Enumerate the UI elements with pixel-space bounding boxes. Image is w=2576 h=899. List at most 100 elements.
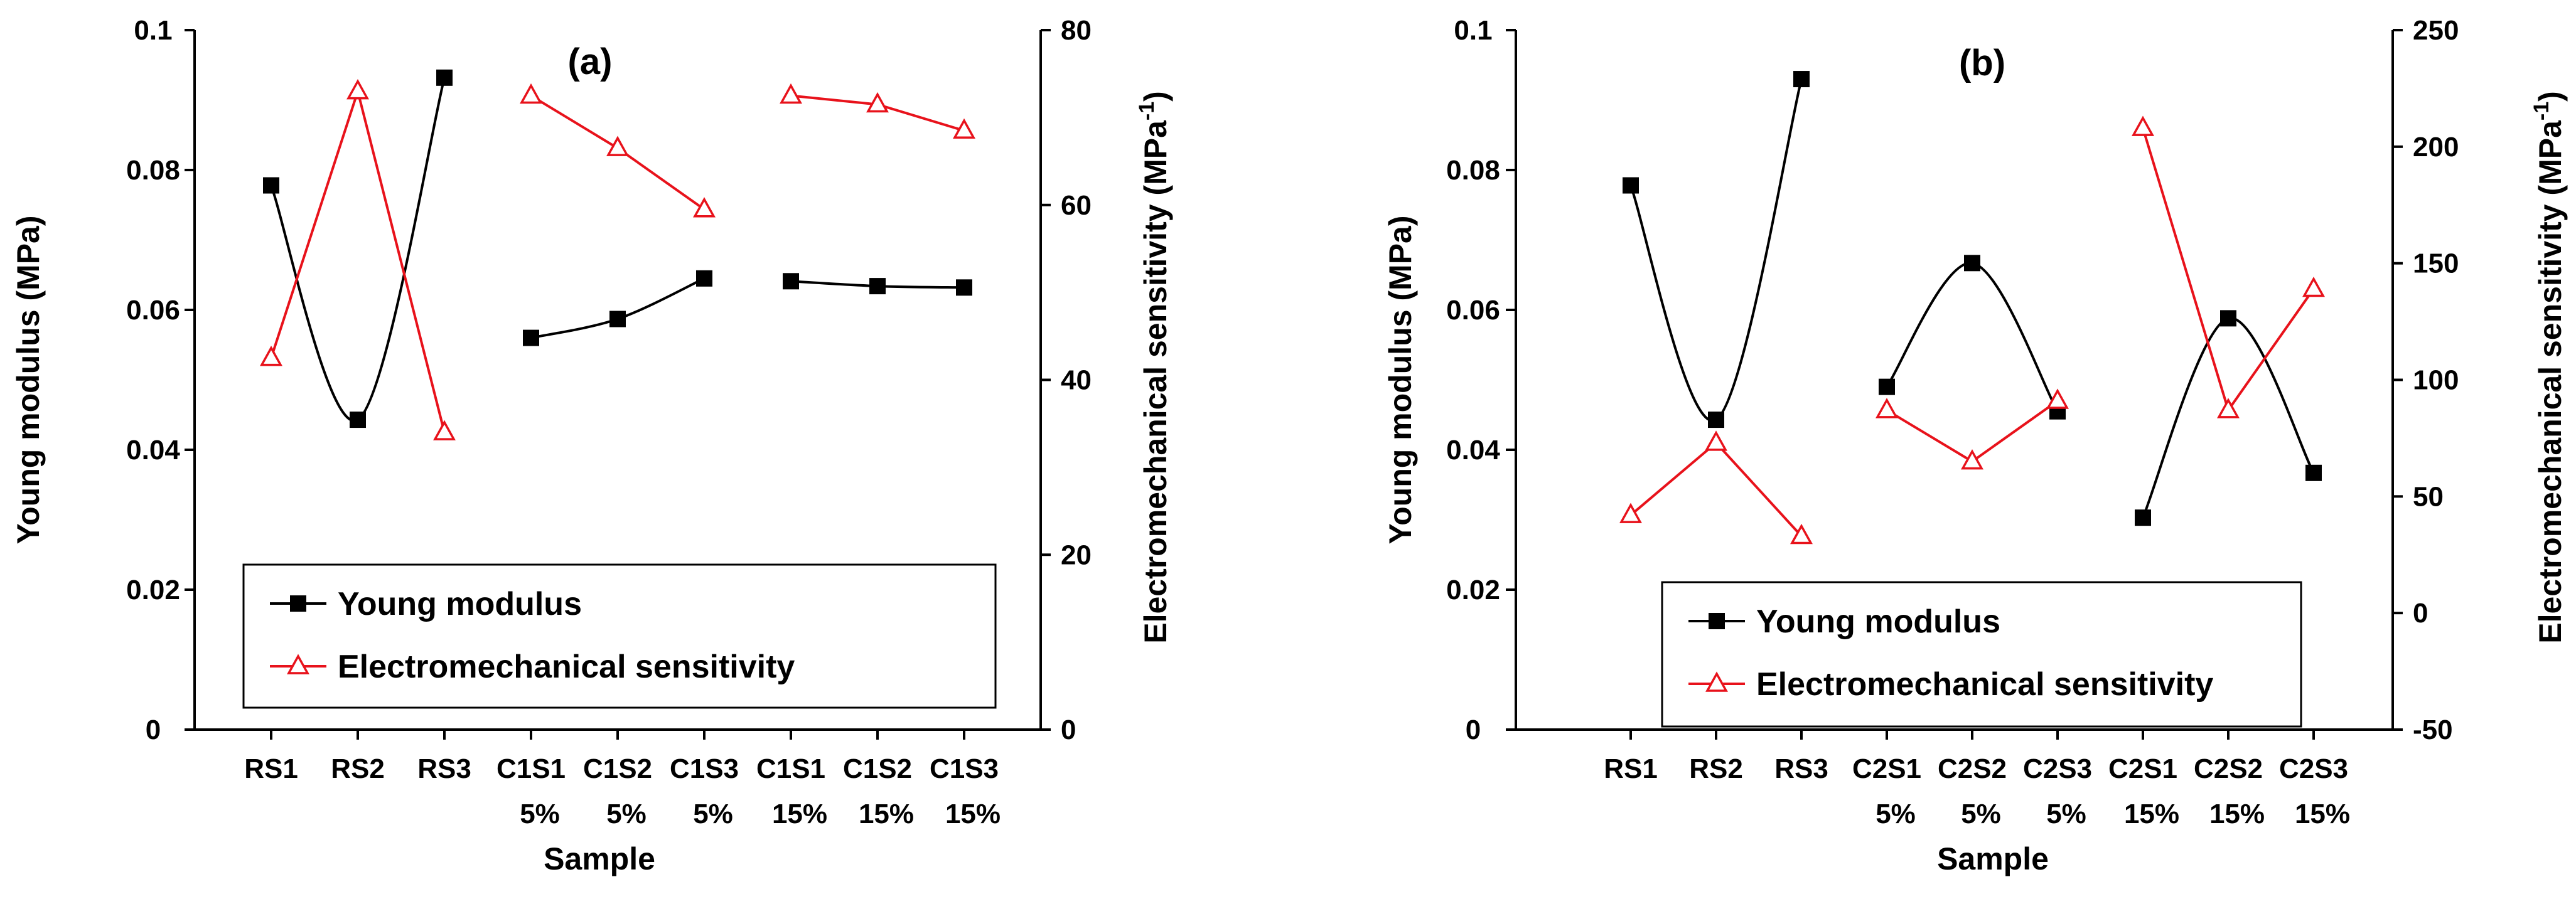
data-point-triangle xyxy=(346,78,369,100)
x-tick-sublabel: 5% xyxy=(520,799,560,829)
y-left-tick-label: 0.06 xyxy=(126,295,180,326)
data-point-square xyxy=(783,273,799,290)
data-point-square xyxy=(350,412,366,428)
data-point-triangle xyxy=(2132,115,2154,136)
x-tick-label: C2S2 xyxy=(2194,753,2263,784)
y-left-tick-label: 0.1 xyxy=(134,15,172,46)
y-right-axis-title: Electromechanical sensitivity (MPa-1) xyxy=(2530,91,2568,644)
data-point-triangle xyxy=(1619,503,1642,523)
x-tick-label: RS3 xyxy=(1774,753,1828,784)
x-tick-sublabel: 5% xyxy=(1961,799,2001,829)
x-tick-label: C2S2 xyxy=(1938,753,2007,784)
x-tick-label: RS2 xyxy=(1689,753,1743,784)
y-right-tick-label: 60 xyxy=(1061,190,1092,221)
data-point-triangle xyxy=(606,136,629,156)
data-point-square xyxy=(609,311,626,327)
data-point-triangle xyxy=(2302,276,2325,297)
y-right-tick-label: 0 xyxy=(1061,715,1076,745)
legend-label: Young modulus xyxy=(338,586,582,622)
data-point-triangle xyxy=(260,346,282,366)
legend-label: Electromechanical sensitivity xyxy=(1756,666,2213,703)
y-right-tick-label: 150 xyxy=(2413,248,2459,279)
data-point-square xyxy=(1623,177,1639,194)
y-left-tick-label: 0.06 xyxy=(1446,295,1500,326)
data-point-square xyxy=(263,177,279,194)
x-axis-title: Sample xyxy=(544,841,655,876)
y-left-tick-label: 0.04 xyxy=(1446,435,1500,465)
data-point-triangle xyxy=(433,420,456,440)
x-tick-label: RS3 xyxy=(417,753,471,784)
y-right-axis-title-sup: -1 xyxy=(1135,102,1159,120)
x-tick-label: C2S3 xyxy=(2023,753,2092,784)
data-point-triangle xyxy=(693,197,716,218)
data-point-square xyxy=(1708,412,1724,428)
x-tick-label: C1S1 xyxy=(756,753,825,784)
y-right-tick-label: 200 xyxy=(2413,132,2459,162)
x-tick-label: C2S1 xyxy=(2108,753,2177,784)
legend: Young modulus Electromechanical sensitivi… xyxy=(242,563,997,709)
y-right-tick-label: 40 xyxy=(1061,365,1092,396)
data-point-square xyxy=(696,270,712,287)
data-point-square xyxy=(1964,255,1980,272)
x-tick-sublabel: 15% xyxy=(2295,799,2350,829)
series-line xyxy=(530,277,705,339)
y-right-axis-title: Electromechanical sensitivity (MPa-1) xyxy=(1135,91,1173,644)
y-right-axis-title-main: Electromechanical sensitivity (MPa xyxy=(2533,120,2568,644)
y-left-tick-label: 0 xyxy=(1466,715,1481,745)
legend-box xyxy=(242,563,997,709)
x-tick-sublabel: 15% xyxy=(2209,799,2265,829)
x-tick-sublabel: 5% xyxy=(2046,799,2086,829)
x-tick-label: C1S2 xyxy=(583,753,652,784)
y-left-tick-label: 0.08 xyxy=(1446,155,1500,186)
data-point-square xyxy=(2135,509,2151,526)
data-point-triangle xyxy=(2217,398,2240,418)
y-right-tick-label: 250 xyxy=(2413,15,2459,46)
x-tick-sublabel: 15% xyxy=(772,799,827,829)
x-tick-label: C1S3 xyxy=(930,753,999,784)
legend-marker-square xyxy=(290,595,306,612)
y-right-tick-label: 80 xyxy=(1061,15,1092,46)
series-line xyxy=(2142,127,2315,413)
x-tick-label: C1S1 xyxy=(496,753,566,784)
data-point-square xyxy=(436,69,453,86)
x-tick-label: RS1 xyxy=(244,753,298,784)
y-left-tick-label: 0.02 xyxy=(1446,575,1500,605)
data-point-square xyxy=(1879,378,1895,395)
y-right-tick-label: 50 xyxy=(2413,481,2444,512)
data-point-square xyxy=(956,279,972,296)
legend: Young modulus Electromechanical sensitivi… xyxy=(1661,581,2302,728)
data-point-square xyxy=(869,278,886,295)
data-point-triangle xyxy=(2046,388,2069,409)
data-point-triangle xyxy=(1876,398,1898,418)
legend-marker-square xyxy=(1709,613,1725,629)
panel-label: (b) xyxy=(1959,43,2005,83)
x-tick-label: RS1 xyxy=(1604,753,1658,784)
y-right-axis-title-sup: -1 xyxy=(2530,102,2553,120)
data-point-triangle xyxy=(866,92,889,113)
data-point-square xyxy=(2305,464,2322,481)
x-tick-sublabel: 15% xyxy=(2124,799,2179,829)
data-point-triangle xyxy=(780,83,802,104)
y-left-tick-label: 0.1 xyxy=(1454,15,1492,46)
x-tick-label: C2S1 xyxy=(1852,753,1921,784)
series-young-modulus xyxy=(263,69,972,428)
series-line xyxy=(1629,441,1803,537)
series-electromechanical-sensitivity xyxy=(260,78,975,440)
chart-panel-a: 0 0.02 0.04 0.06 0.08 0.1 0 20 40 60 80 RS1 RS2 RS3 C1… xyxy=(11,15,1173,876)
data-point-triangle xyxy=(1961,449,1983,470)
data-point-triangle xyxy=(520,83,542,104)
series-line xyxy=(270,77,446,422)
data-point-triangle xyxy=(1790,523,1813,545)
legend-label: Young modulus xyxy=(1756,604,2000,640)
x-tick-label: C1S3 xyxy=(670,753,739,784)
x-tick-sublabel: 15% xyxy=(945,799,1001,829)
y-left-axis-title: Young modulus (MPa) xyxy=(11,215,46,544)
legend-marker-triangle xyxy=(1705,671,1728,692)
x-tick-label: RS2 xyxy=(331,753,385,784)
x-tick-sublabel: 5% xyxy=(693,799,733,829)
x-tick-sublabel: 5% xyxy=(1876,799,1916,829)
series-line xyxy=(1886,262,2059,412)
panel-label: (a) xyxy=(568,41,613,82)
y-right-tick-label: 100 xyxy=(2413,365,2459,396)
y-right-axis-title-main: Electromechanical sensitivity (MPa xyxy=(1138,120,1173,644)
